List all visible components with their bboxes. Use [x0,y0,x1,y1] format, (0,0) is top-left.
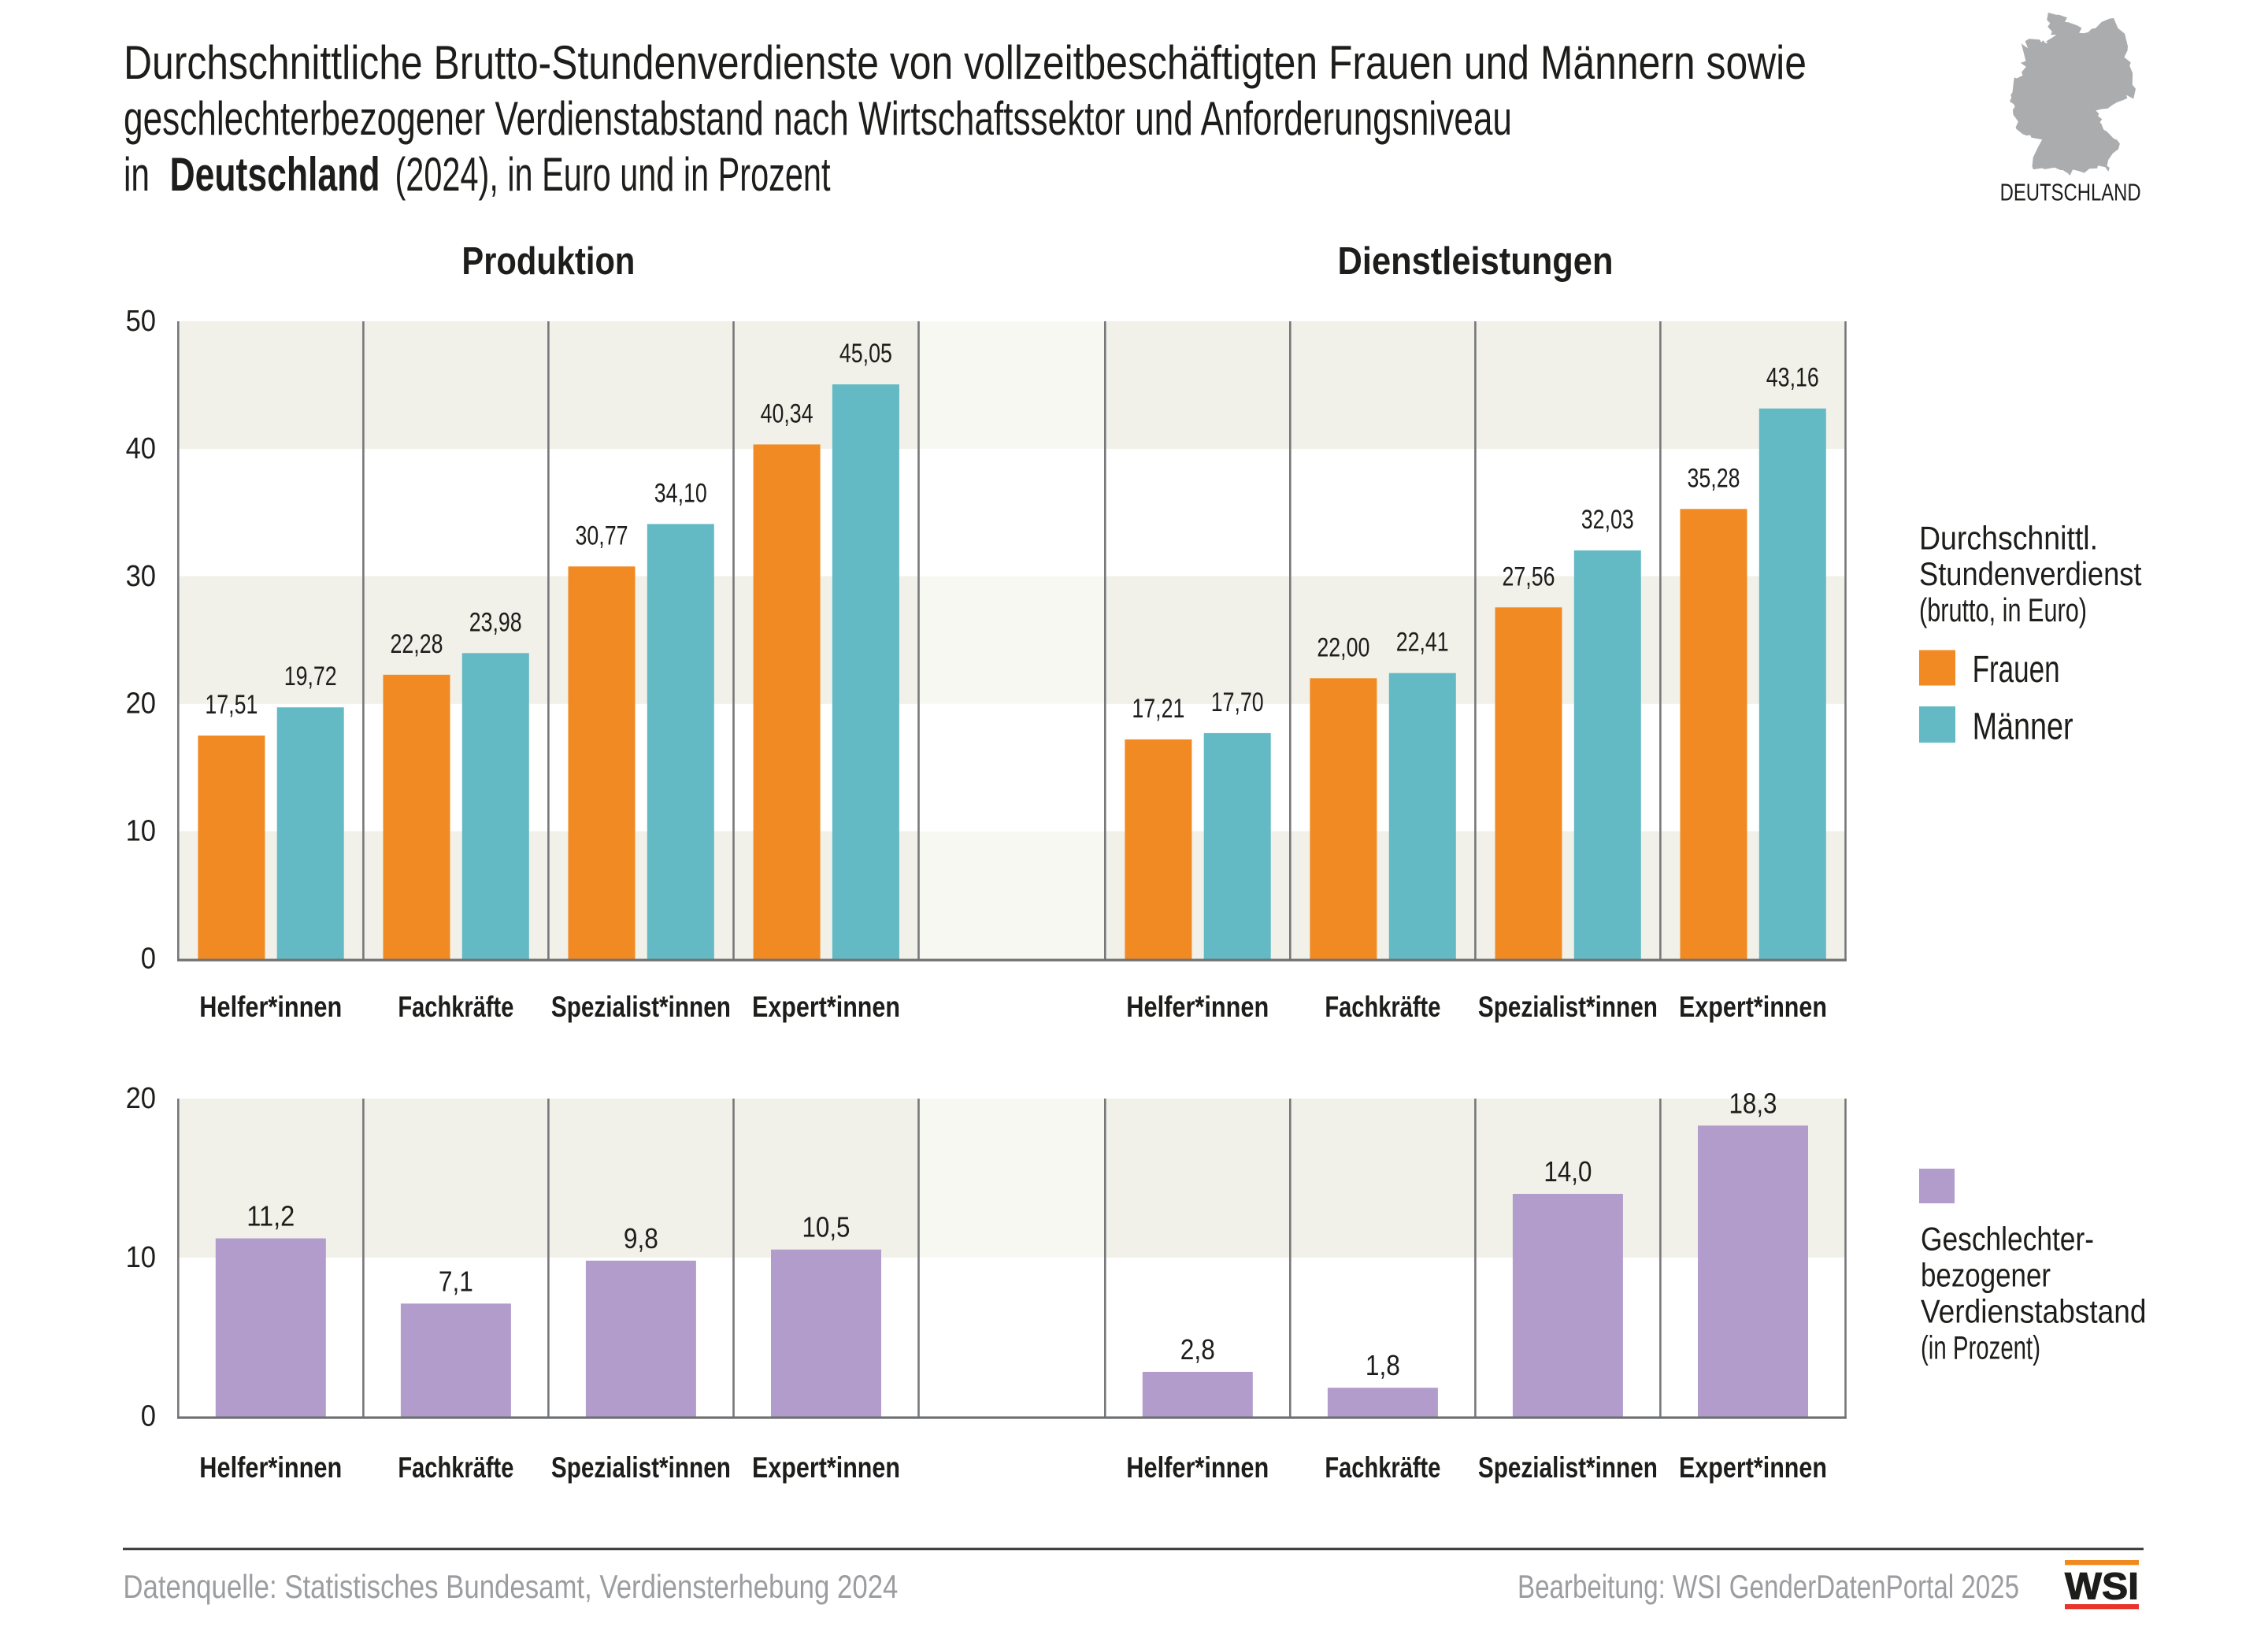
svg-text:Helfer*innen: Helfer*innen [1126,1451,1269,1484]
svg-text:45,05: 45,05 [839,339,892,369]
svg-text:2,8: 2,8 [1180,1333,1215,1366]
svg-text:40: 40 [126,432,156,465]
svg-text:1,8: 1,8 [1366,1349,1400,1381]
svg-text:32,03: 32,03 [1581,505,1634,535]
svg-text:Expert*innen: Expert*innen [752,1451,900,1484]
svg-text:17,70: 17,70 [1211,687,1264,717]
svg-text:Fachkräfte: Fachkräfte [398,991,513,1023]
svg-text:34,10: 34,10 [654,478,707,508]
svg-text:22,28: 22,28 [391,629,443,659]
svg-text:50: 50 [126,305,156,338]
svg-text:Expert*innen: Expert*innen [1679,991,1827,1023]
svg-text:30: 30 [126,560,156,593]
svg-text:Fachkräfte: Fachkräfte [1325,991,1440,1023]
svg-text:bezogener: bezogener [1921,1257,2051,1294]
svg-text:Produktion: Produktion [461,240,635,283]
svg-text:11,2: 11,2 [246,1200,295,1232]
svg-text:in: in [124,148,150,201]
svg-text:Spezialist*innen: Spezialist*innen [1478,1451,1658,1484]
svg-text:Helfer*innen: Helfer*innen [199,991,342,1023]
svg-text:18,3: 18,3 [1729,1087,1777,1119]
svg-text:Spezialist*innen: Spezialist*innen [1478,991,1658,1023]
svg-text:Datenquelle: Statistisches Bun: Datenquelle: Statistisches Bundesamt, Ve… [123,1568,898,1605]
svg-text:Geschlechter-: Geschlechter- [1921,1221,2094,1258]
svg-text:WSI: WSI [2065,1566,2139,1608]
svg-text:10,5: 10,5 [802,1211,850,1243]
svg-text:Durchschnittl.: Durchschnittl. [1919,519,2098,556]
svg-text:7,1: 7,1 [439,1265,473,1297]
svg-text:Bearbeitung: WSI GenderDatenPo: Bearbeitung: WSI GenderDatenPortal 2025 [1518,1568,2019,1605]
svg-text:22,41: 22,41 [1396,628,1449,658]
svg-text:19,72: 19,72 [284,662,337,691]
svg-text:0: 0 [141,943,156,976]
svg-text:Spezialist*innen: Spezialist*innen [551,1451,731,1484]
svg-text:30,77: 30,77 [576,521,628,550]
svg-text:Fachkräfte: Fachkräfte [398,1451,513,1484]
svg-text:40,34: 40,34 [761,398,813,428]
svg-text:(2024), in Euro und in Prozent: (2024), in Euro und in Prozent [395,148,831,201]
svg-text:Durchschnittliche Brutto-Stund: Durchschnittliche Brutto-Stundenverdiens… [124,36,1807,89]
svg-text:Deutschland: Deutschland [170,148,380,201]
svg-text:23,98: 23,98 [469,607,522,637]
svg-text:Helfer*innen: Helfer*innen [199,1451,342,1484]
svg-text:geschlechterbezogener Verdiens: geschlechterbezogener Verdienstabstand n… [124,92,1512,145]
svg-text:35,28: 35,28 [1688,463,1740,493]
svg-text:10: 10 [126,815,156,848]
svg-text:Fachkräfte: Fachkräfte [1325,1451,1440,1484]
svg-text:27,56: 27,56 [1503,561,1555,591]
svg-text:Frauen: Frauen [1973,649,2060,691]
svg-text:20: 20 [126,1082,156,1115]
svg-text:Verdienstabstand: Verdienstabstand [1921,1293,2147,1330]
svg-text:Männer: Männer [1973,706,2073,747]
svg-text:(in Prozent): (in Prozent) [1921,1329,2040,1366]
svg-text:20: 20 [126,687,156,721]
svg-text:Spezialist*innen: Spezialist*innen [551,991,731,1023]
svg-text:Expert*innen: Expert*innen [1679,1451,1827,1484]
svg-text:Helfer*innen: Helfer*innen [1126,991,1269,1023]
svg-text:0: 0 [141,1400,156,1433]
svg-text:Stundenverdienst: Stundenverdienst [1919,555,2142,592]
svg-text:17,21: 17,21 [1132,694,1184,724]
svg-text:(brutto, in Euro): (brutto, in Euro) [1919,591,2087,628]
svg-text:10: 10 [126,1241,156,1274]
svg-text:14,0: 14,0 [1544,1155,1592,1188]
svg-text:DEUTSCHLAND: DEUTSCHLAND [2000,179,2141,206]
svg-text:Dienstleistungen: Dienstleistungen [1338,240,1614,283]
svg-text:43,16: 43,16 [1766,363,1819,393]
svg-text:9,8: 9,8 [624,1222,658,1255]
svg-text:17,51: 17,51 [205,690,258,720]
svg-text:22,00: 22,00 [1317,632,1369,662]
svg-text:Expert*innen: Expert*innen [752,991,900,1023]
